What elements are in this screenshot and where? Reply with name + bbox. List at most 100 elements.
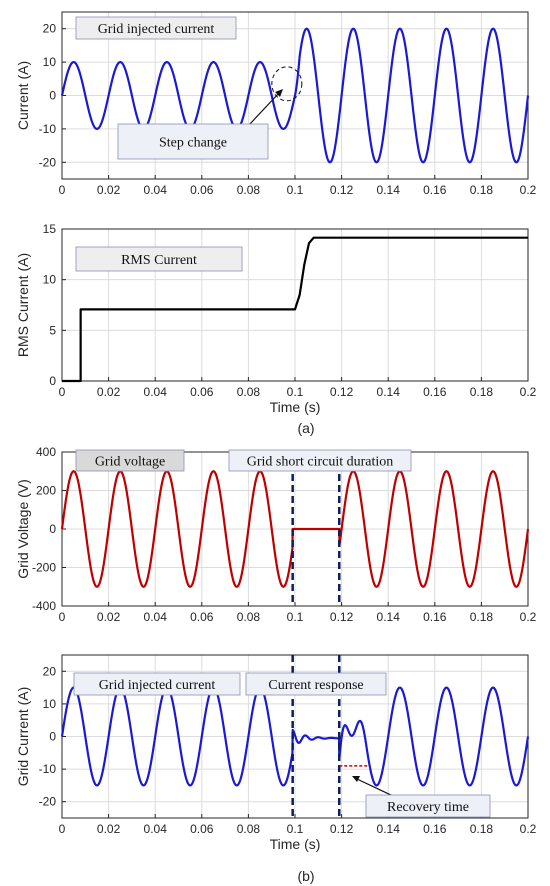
- label-grid-voltage-box: [75, 449, 185, 472]
- y-axis-label: Grid Voltage (V): [15, 479, 31, 579]
- y-tick-label: 0: [49, 89, 56, 103]
- y-tick-label: -20: [39, 155, 57, 169]
- label-rms-current-box: [75, 246, 243, 272]
- x-tick-label: 0.14: [377, 610, 401, 624]
- label-grid-injected-current-2-box: [73, 672, 241, 696]
- step-change-arrow: [248, 92, 280, 126]
- x-tick-label: 0.1: [287, 183, 304, 197]
- y-tick-label: -20: [39, 795, 57, 809]
- x-axis-label: Time (s): [270, 836, 321, 852]
- label-short-circuit-duration: Grid short circuit duration: [228, 449, 412, 472]
- caption-a: (a): [297, 420, 314, 436]
- step-change-arrowhead: [275, 89, 283, 97]
- label-step-change-text: Step change: [159, 136, 227, 151]
- y-tick-label: 15: [43, 222, 57, 236]
- label-recovery-time: Recovery time: [365, 794, 491, 818]
- label-grid-injected-current-2: Grid injected current: [73, 672, 241, 696]
- recovery-time-arrow: [356, 778, 394, 797]
- voltage-waveform: [60, 470, 530, 588]
- x-tick-label: 0.2: [520, 610, 537, 624]
- x-tick-label: 0.04: [144, 610, 168, 624]
- x-tick-label: 0.12: [330, 822, 354, 836]
- label-current-response-text: Current response: [268, 678, 363, 693]
- label-current-response-box: [245, 672, 387, 696]
- y-tick-label: 0: [49, 522, 56, 536]
- y-axis-label: Current (A): [15, 61, 31, 130]
- y-tick-label: -10: [39, 122, 57, 136]
- y-tick-label: 0: [49, 730, 56, 744]
- x-tick-label: 0.04: [144, 183, 168, 197]
- label-grid-injected-current-box: [75, 16, 237, 40]
- y-tick-label: 10: [43, 55, 57, 69]
- x-tick-label: 0.12: [330, 385, 354, 399]
- x-tick-label: 0.02: [97, 822, 121, 836]
- x-tick-label: 0.02: [97, 610, 121, 624]
- label-grid-injected-current-text: Grid injected current: [98, 22, 215, 37]
- label-rms-current-text: RMS Current: [121, 253, 197, 268]
- x-tick-label: 0.14: [377, 385, 401, 399]
- y-tick-label: 10: [43, 697, 57, 711]
- rms-current-line: [62, 236, 528, 383]
- x-tick-label: 0.08: [237, 610, 261, 624]
- y-tick-label: -400: [32, 599, 56, 613]
- label-step-change-box: [117, 123, 269, 160]
- caption-b: (b): [297, 868, 314, 884]
- y-tick-label: 20: [43, 22, 57, 36]
- x-tick-label: 0: [59, 385, 66, 399]
- x-tick-label: 0.18: [470, 822, 494, 836]
- x-tick-label: 0.12: [330, 183, 354, 197]
- panel-grid-injected-current-step: 0 0.02 0.04 0.06 0.08 0.1 0.12 0.14 0.16 0.18 0.2 -…: [15, 11, 537, 197]
- y-tick-label: 0: [49, 374, 56, 388]
- x-tick-label: 0.08: [237, 183, 261, 197]
- x-tick-label: 0.16: [423, 385, 447, 399]
- label-short-circuit-duration-box: [228, 449, 412, 472]
- x-tick-label: 0.06: [190, 822, 214, 836]
- x-tick-label: 0.2: [520, 822, 537, 836]
- y-axis-label: RMS Current (A): [15, 253, 31, 357]
- panel-grid-current-fault: 0 0.02 0.04 0.06 0.08 0.1 0.12 0.14 0.16 0.18 0.2 -…: [15, 654, 537, 852]
- x-tick-label: 0.18: [470, 610, 494, 624]
- x-tick-label: 0.06: [190, 183, 214, 197]
- y-tick-label: -200: [32, 561, 56, 575]
- x-tick-label: 0.16: [423, 183, 447, 197]
- x-tick-label: 0.04: [144, 822, 168, 836]
- x-tick-label: 0.02: [97, 385, 121, 399]
- label-grid-voltage-text: Grid voltage: [95, 455, 165, 470]
- recovery-time-arrowhead: [352, 776, 360, 782]
- step-change-circle: [271, 66, 303, 102]
- y-tick-label: 5: [49, 323, 56, 337]
- y-tick-label: 20: [43, 664, 57, 678]
- x-tick-label: 0.14: [377, 183, 401, 197]
- x-tick-label: 0.18: [470, 183, 494, 197]
- label-step-change: Step change: [117, 123, 269, 160]
- x-tick-label: 0.2: [520, 183, 537, 197]
- label-recovery-time-box: [365, 794, 491, 818]
- panel-rms-current: 0 0.02 0.04 0.06 0.08 0.1 0.12 0.14 0.16 0.18 0.2 0…: [15, 222, 537, 415]
- x-tick-label: 0.1: [287, 385, 304, 399]
- label-short-circuit-duration-text: Grid short circuit duration: [247, 455, 394, 470]
- x-axis-label: Time (s): [270, 399, 321, 415]
- x-tick-label: 0.16: [423, 610, 447, 624]
- x-tick-label: 0.12: [330, 610, 354, 624]
- y-tick-label: 400: [36, 445, 56, 459]
- y-tick-label: -10: [39, 762, 57, 776]
- label-grid-injected-current: Grid injected current: [75, 16, 237, 40]
- label-rms-current: RMS Current: [75, 246, 243, 272]
- x-tick-label: 0.18: [470, 385, 494, 399]
- y-tick-label: 200: [36, 484, 56, 498]
- panel-grid-voltage: 0 0.02 0.04 0.06 0.08 0.1 0.12 0.14 0.16 0.18 0.2 -…: [15, 445, 537, 624]
- x-tick-label: 0.08: [237, 822, 261, 836]
- x-tick-label: 0.1: [287, 610, 304, 624]
- plot-frame: [61, 228, 529, 382]
- y-axis-label: Grid Current (A): [15, 687, 31, 787]
- grid-current-waveform: [60, 686, 530, 787]
- label-current-response: Current response: [245, 672, 387, 696]
- y-tick-label: 10: [43, 273, 57, 287]
- label-grid-voltage: Grid voltage: [75, 449, 185, 472]
- x-tick-label: 0.04: [144, 385, 168, 399]
- x-tick-label: 0: [59, 183, 66, 197]
- x-tick-label: 0.06: [190, 610, 214, 624]
- x-tick-label: 0: [59, 610, 66, 624]
- x-tick-label: 0.2: [520, 385, 537, 399]
